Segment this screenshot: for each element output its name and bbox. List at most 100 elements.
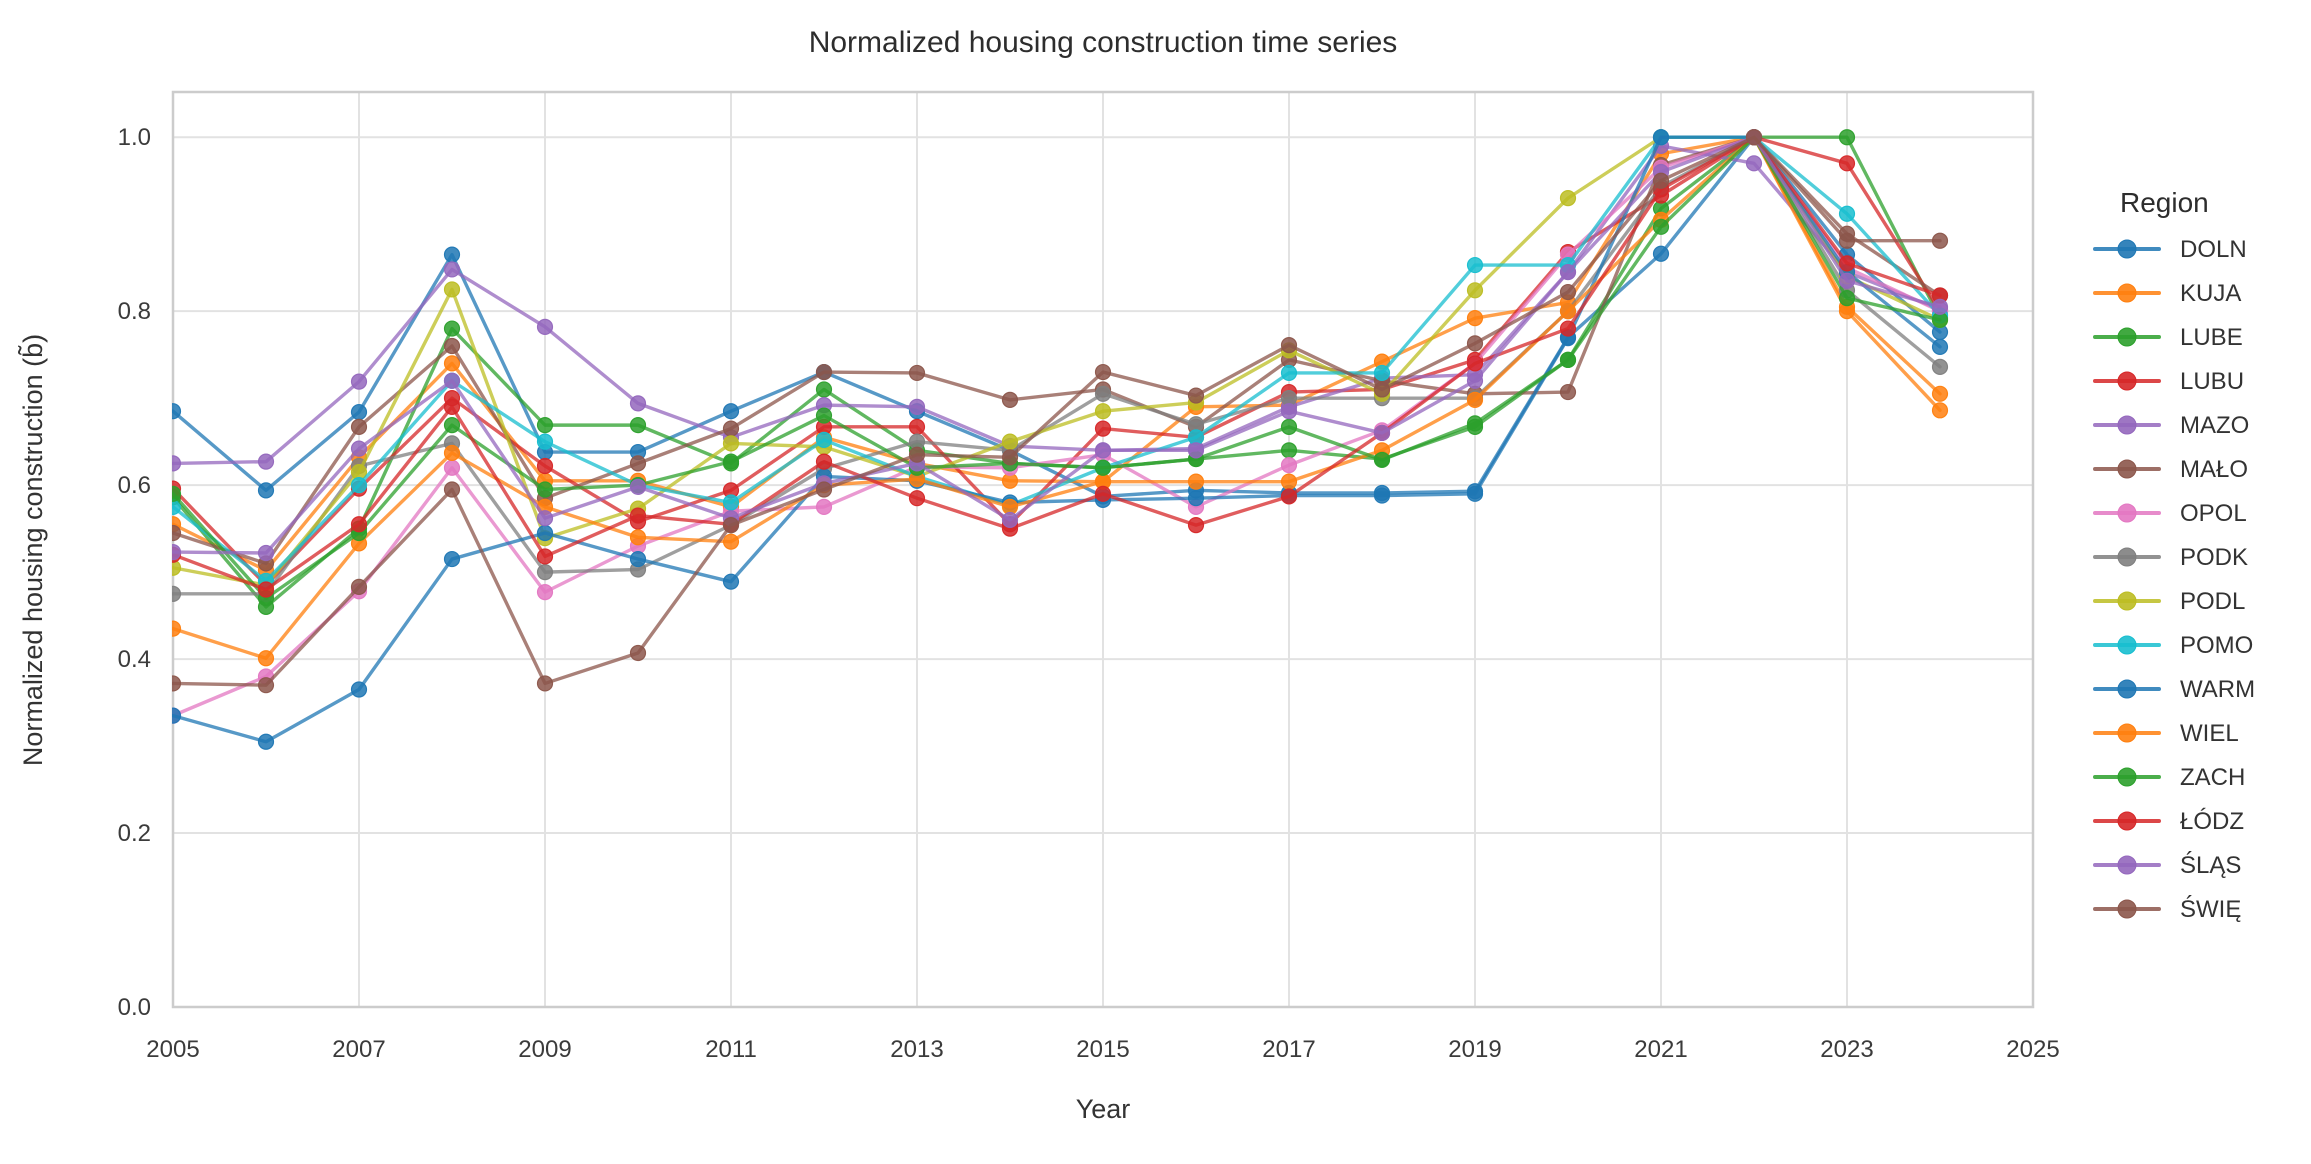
- data-point-ŁÓDZ-2010: [629, 507, 647, 524]
- data-point-ŚLĄS-2007: [350, 440, 368, 457]
- data-point-POMO-2012: [815, 431, 833, 449]
- series-WIEL: [172, 129, 1949, 667]
- legend-label-ŁÓDZ: ŁÓDZ: [2180, 808, 2244, 835]
- data-point-ZACH-2021: [1652, 218, 1670, 235]
- legend-marker-LUBU: [2117, 371, 2137, 391]
- data-point-ŚWIĘ-2009: [536, 675, 554, 692]
- legend-item-ŚWIĘ: ŚWIĘ: [2093, 895, 2241, 923]
- legend: Region DOLN KUJA LUBE LUBU MAZO MAŁO OPOL PODK P…: [2093, 187, 2255, 923]
- legend-title: Region: [2120, 187, 2209, 218]
- data-point-ZACH-2012: [815, 407, 833, 424]
- data-point-ŁÓDZ-2019: [1466, 355, 1484, 372]
- legend-marker-POMO: [2117, 635, 2137, 655]
- data-point-ŚLĄS-2023: [1838, 272, 1856, 289]
- data-point-KUJA-2024: [1931, 385, 1949, 402]
- data-point-PODL-2008: [443, 281, 461, 298]
- data-point-ŚWIĘ-2023: [1838, 232, 1856, 249]
- legend-marker-ŁÓDZ: [2117, 811, 2137, 831]
- data-point-ŚWIĘ-2019: [1466, 335, 1484, 352]
- legend-label-PODL: PODL: [2180, 588, 2245, 615]
- legend-marker-MAZO: [2117, 415, 2137, 435]
- data-point-PODL-2015: [1094, 403, 1112, 420]
- y-tick-label: 0.6: [118, 472, 151, 499]
- data-point-ŚLĄS-2024: [1931, 298, 1949, 315]
- data-point-PODK-2009: [536, 564, 554, 581]
- legend-label-MAŁO: MAŁO: [2180, 456, 2248, 483]
- data-point-ŁÓDZ-2012: [815, 453, 833, 470]
- data-point-KUJA-2008: [443, 355, 461, 372]
- data-point-ŚLĄS-2017: [1280, 403, 1298, 420]
- data-point-ZACH-2011: [722, 453, 740, 470]
- legend-item-LUBE: LUBE: [2093, 324, 2243, 351]
- x-tick-label: 2013: [890, 1036, 943, 1063]
- data-point-MAŁO-2007: [350, 418, 368, 435]
- legend-marker-DOLN: [2117, 239, 2137, 259]
- data-point-ŚWIĘ-2018: [1373, 381, 1391, 398]
- legend-marker-ŚLĄS: [2117, 855, 2137, 875]
- x-tick-label: 2005: [146, 1036, 199, 1063]
- data-point-WARM-2011: [722, 573, 740, 590]
- data-point-MAŁO-2014: [1001, 391, 1019, 408]
- data-point-MAŁO-2005: [172, 524, 182, 542]
- series-line-DOLN: [172, 135, 1942, 499]
- data-point-MAŁO-2013: [908, 364, 926, 382]
- data-point-ŚLĄS-2020: [1559, 263, 1577, 281]
- data-point-WIEL-2019: [1466, 391, 1484, 408]
- data-point-LUBE-2010: [629, 417, 647, 434]
- series-layer: [172, 129, 1949, 750]
- data-point-WARM-2018: [1373, 487, 1391, 504]
- series-ŚWIĘ: [172, 129, 1949, 694]
- series-line-WARM: [172, 135, 1942, 744]
- y-tick-label: 1.0: [118, 124, 151, 151]
- x-tick-label: 2011: [705, 1036, 757, 1063]
- data-point-PODK-2024: [1931, 358, 1949, 375]
- y-tick-label: 0.4: [118, 646, 151, 673]
- data-point-POMO-2019: [1466, 256, 1484, 274]
- data-point-WARM-2010: [629, 550, 647, 568]
- series-POMO: [172, 129, 1949, 589]
- data-point-MAŁO-2008: [443, 337, 461, 355]
- data-point-ŚWIĘ-2011: [722, 517, 740, 534]
- data-point-OPOL-2017: [1280, 457, 1298, 474]
- data-point-MAŁO-2011: [722, 420, 740, 437]
- series-line-MAŁO: [172, 135, 1942, 566]
- data-point-KUJA-2019: [1466, 310, 1484, 327]
- data-point-OPOL-2009: [536, 584, 554, 601]
- data-point-ŚWIĘ-2016: [1187, 387, 1205, 404]
- legend-item-ŁÓDZ: ŁÓDZ: [2093, 808, 2244, 835]
- data-point-ŁÓDZ-2009: [536, 548, 554, 565]
- data-point-WIEL-2008: [443, 444, 461, 462]
- data-point-ŁÓDZ-2017: [1280, 488, 1298, 505]
- data-point-DOLN-2011: [722, 403, 740, 420]
- data-point-DOLN-2021: [1652, 245, 1670, 262]
- data-point-DOLN-2006: [257, 482, 275, 499]
- data-point-WIEL-2020: [1559, 303, 1577, 320]
- legend-marker-ŚWIĘ: [2117, 899, 2137, 919]
- data-point-ŁÓDZ-2006: [257, 581, 275, 598]
- data-point-ŚWIĘ-2017: [1280, 337, 1298, 354]
- legend-label-WIEL: WIEL: [2180, 720, 2239, 747]
- data-point-PODK-2005: [172, 585, 182, 602]
- data-point-POMO-2011: [722, 494, 740, 511]
- legend-label-ZACH: ZACH: [2180, 764, 2245, 791]
- x-tick-label: 2017: [1262, 1036, 1315, 1063]
- data-point-WARM-2024: [1931, 338, 1949, 355]
- data-point-ŚLĄS-2008: [443, 372, 461, 389]
- data-point-ŚWIĘ-2022: [1745, 129, 1763, 146]
- data-point-PODL-2014: [1001, 433, 1019, 450]
- data-point-ZACH-2009: [536, 481, 554, 498]
- data-point-WARM-2008: [443, 550, 461, 568]
- data-point-ŚLĄS-2010: [629, 478, 647, 495]
- data-point-ŁÓDZ-2016: [1187, 517, 1205, 534]
- legend-marker-KUJA: [2117, 283, 2137, 303]
- data-point-POMO-2023: [1838, 205, 1856, 222]
- legend-item-ZACH: ZACH: [2093, 764, 2245, 791]
- y-tick-label: 0.8: [118, 298, 151, 325]
- legend-item-MAŁO: MAŁO: [2093, 456, 2248, 483]
- data-point-LUBE-2008: [443, 320, 461, 337]
- data-point-MAZO-2009: [536, 318, 554, 335]
- x-axis-label: Year: [1076, 1094, 1131, 1124]
- data-point-WIEL-2010: [629, 529, 647, 546]
- legend-label-ŚLĄS: ŚLĄS: [2180, 851, 2241, 879]
